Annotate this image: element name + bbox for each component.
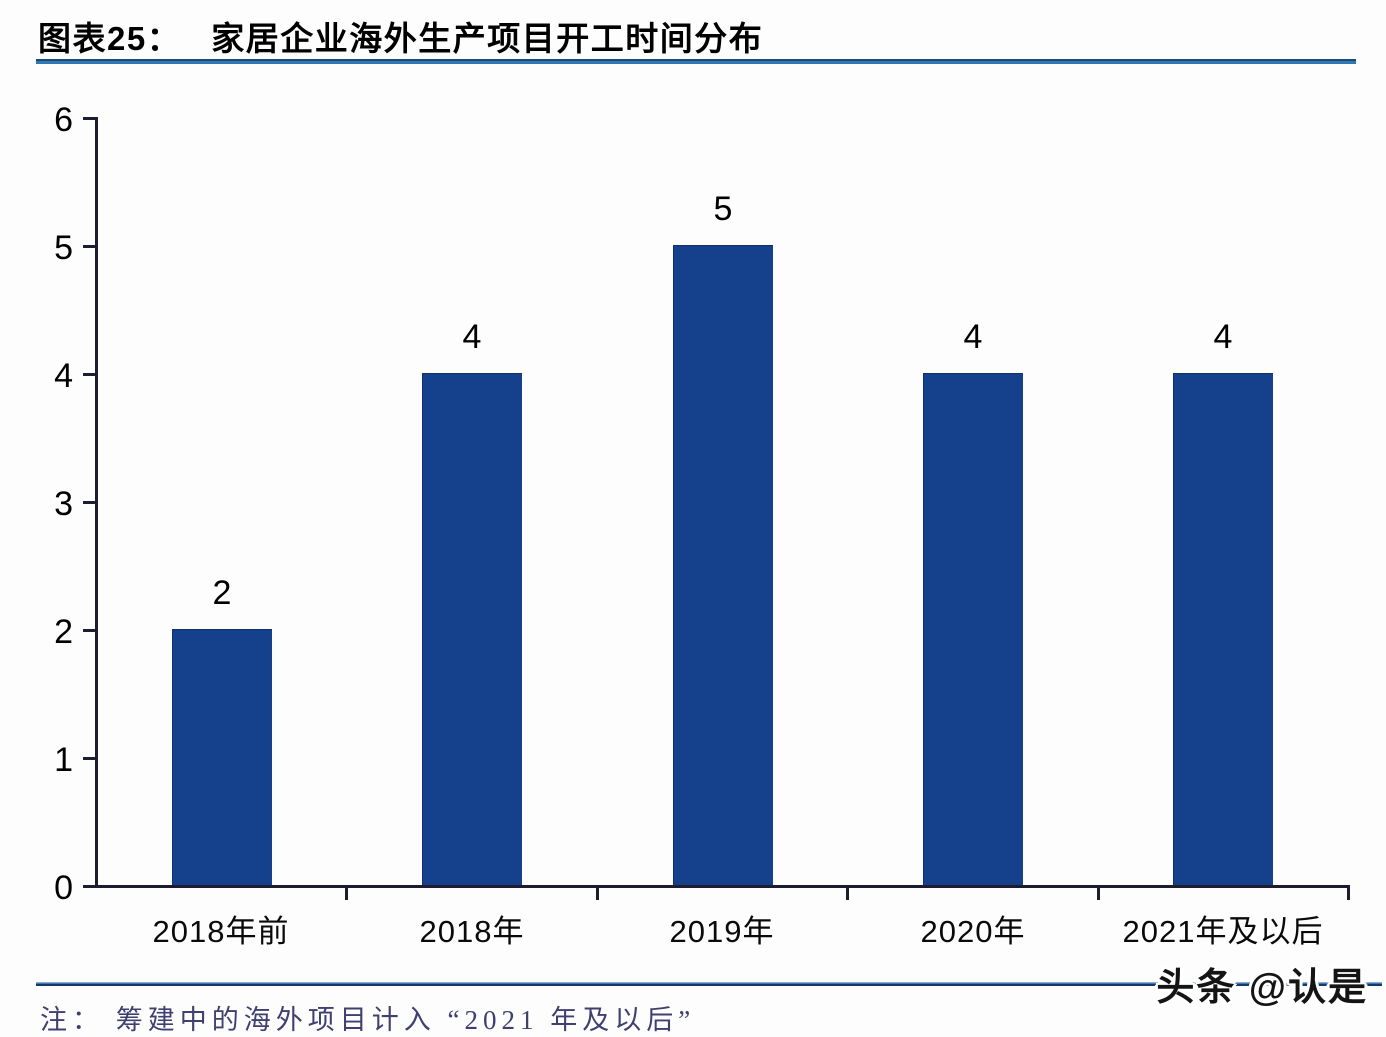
x-axis-tick xyxy=(345,885,348,900)
y-axis-tick xyxy=(83,885,95,888)
y-axis-tick-label: 6 xyxy=(54,101,73,139)
x-axis-tick xyxy=(1097,885,1100,900)
bar xyxy=(1173,373,1273,885)
x-axis-category-label: 2018年 xyxy=(419,914,525,949)
y-axis-tick-label: 5 xyxy=(54,229,73,267)
figure-title-text: 家居企业海外生产项目开工时间分布 xyxy=(211,20,764,57)
x-axis-line xyxy=(95,885,1350,888)
bottom-divider-rule xyxy=(36,982,1382,986)
x-axis-category-label: 2019年 xyxy=(669,914,775,949)
x-axis-tick xyxy=(1347,885,1350,900)
figure-number-label: 图表25： xyxy=(38,20,182,57)
bar xyxy=(673,245,773,885)
y-axis-tick-label: 3 xyxy=(54,485,73,523)
x-axis-category-label: 2018年前 xyxy=(152,914,290,949)
bar xyxy=(923,373,1023,885)
x-axis-tick xyxy=(596,885,599,900)
y-axis-tick xyxy=(83,373,95,376)
x-axis-category-label: 2020年 xyxy=(920,914,1026,949)
y-axis-tick xyxy=(83,757,95,760)
y-axis-tick-label: 2 xyxy=(54,613,73,651)
bar xyxy=(422,373,522,885)
footnote: 注： 筹建中的海外项目计入 “2021 年及以后” xyxy=(40,1005,696,1035)
chart-title: 图表25： 家居企业海外生产项目开工时间分布 xyxy=(38,12,763,60)
x-axis-category-label: 2021年及以后 xyxy=(1122,914,1324,949)
watermark: 头条 @认是 xyxy=(1156,967,1368,1009)
y-axis-tick xyxy=(83,501,95,504)
bar-value-label: 4 xyxy=(963,318,983,356)
bar-value-label: 2 xyxy=(212,574,232,612)
bar-value-label: 4 xyxy=(462,318,482,356)
y-axis-tick xyxy=(83,245,95,248)
y-axis-tick-label: 4 xyxy=(54,357,73,395)
y-axis-line xyxy=(95,117,98,888)
bar xyxy=(172,629,272,885)
y-axis-tick xyxy=(83,629,95,632)
bar-value-label: 4 xyxy=(1213,318,1233,356)
x-axis-tick xyxy=(846,885,849,900)
bar-value-label: 5 xyxy=(713,190,733,228)
y-axis-tick xyxy=(83,117,95,120)
y-axis-tick-label: 1 xyxy=(54,741,73,779)
y-axis-tick-label: 0 xyxy=(54,869,73,907)
title-underline-rule xyxy=(36,59,1356,64)
